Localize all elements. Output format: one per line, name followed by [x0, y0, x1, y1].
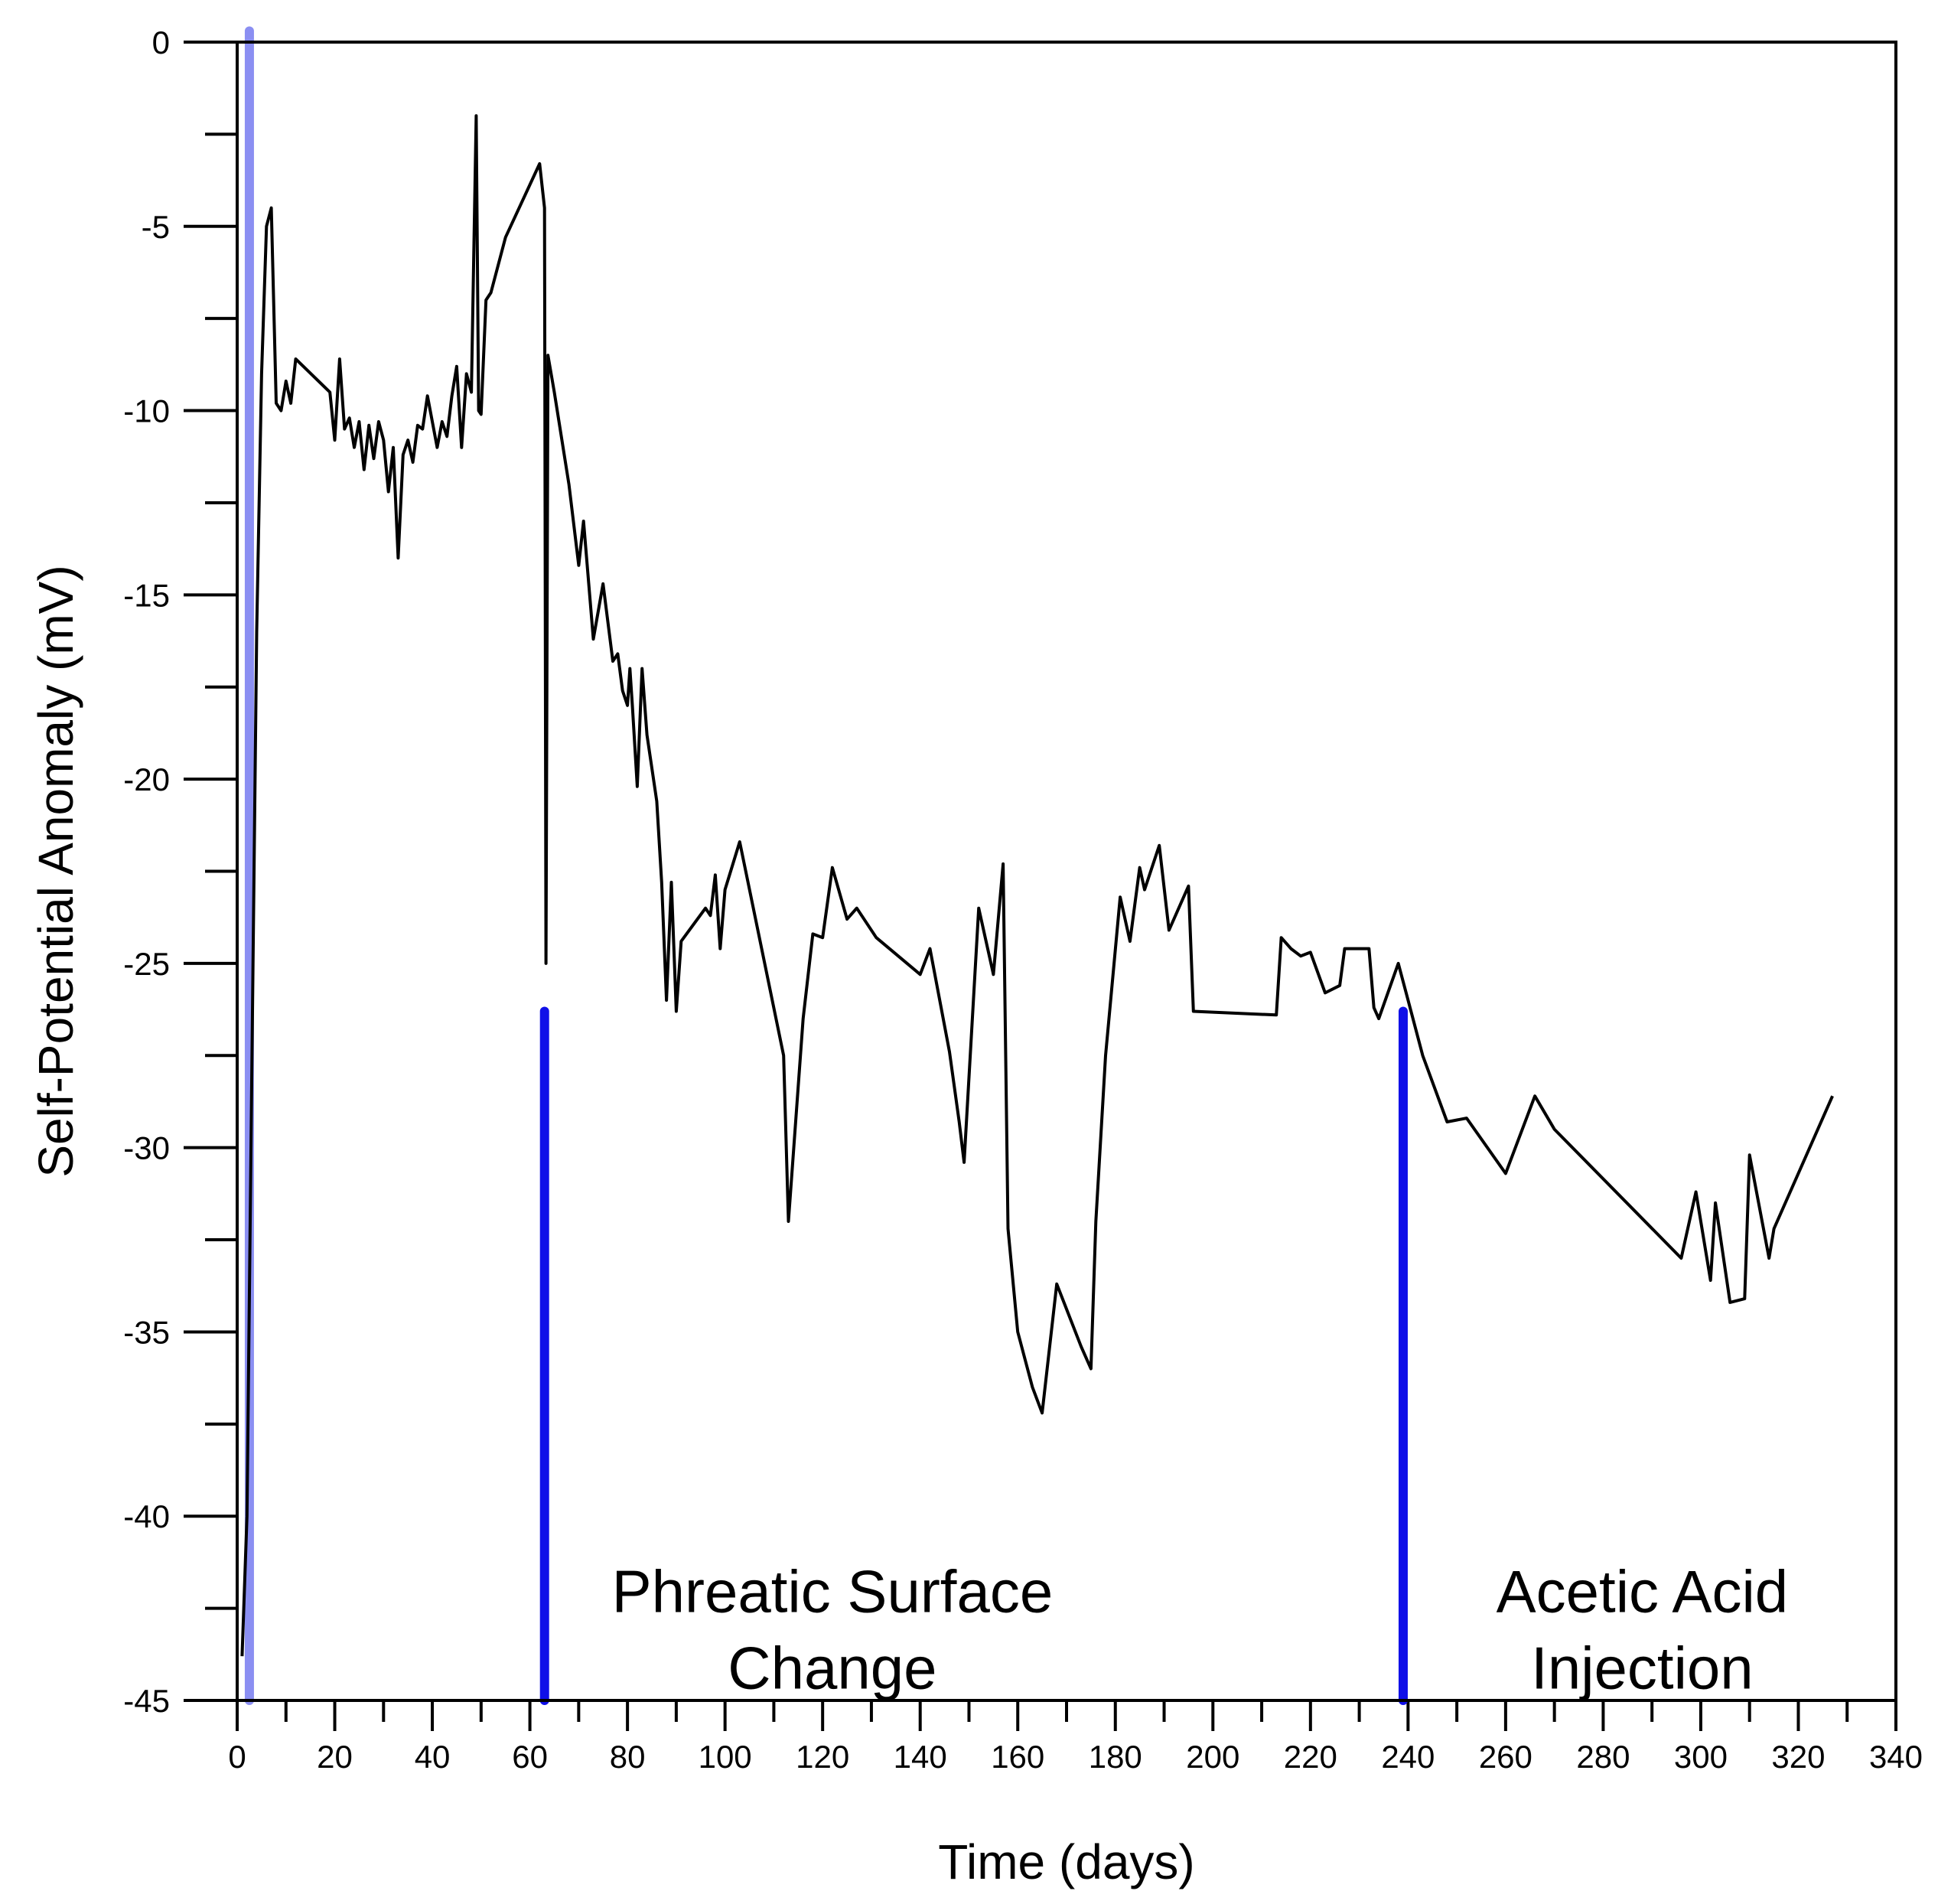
y-tick-label: -20 [123, 761, 170, 797]
x-tick-label: 200 [1186, 1739, 1239, 1775]
x-tick-label: 340 [1869, 1739, 1923, 1775]
y-tick-label: -45 [123, 1683, 170, 1719]
x-tick-label: 40 [415, 1739, 451, 1775]
annotation-line: Phreatic Surface [612, 1557, 1054, 1625]
annotation-label: Acetic Acid Injection [1497, 1557, 1789, 1701]
x-axis-title: Time (days) [938, 1834, 1194, 1889]
x-tick-label: 80 [610, 1739, 646, 1775]
annotation-line: Change [728, 1634, 936, 1701]
y-tick-label: -30 [123, 1130, 170, 1166]
y-tick-label: -15 [123, 577, 170, 613]
y-tick-label: -35 [123, 1314, 170, 1350]
x-tick-label: 160 [991, 1739, 1044, 1775]
x-tick-label: 0 [228, 1739, 246, 1775]
x-axis-ticks: 0 20 40 60 80 100 120 140 160 180 200 220 240 260 280 3… [228, 1700, 1923, 1775]
plot-frame [236, 41, 1897, 1702]
x-tick-label: 100 [699, 1739, 752, 1775]
annotation-label: Phreatic Surface Change [612, 1557, 1054, 1701]
annotation-line: Acetic Acid [1497, 1557, 1789, 1625]
x-tick-label: 280 [1576, 1739, 1630, 1775]
annotation-line: Injection [1531, 1634, 1754, 1701]
y-tick-label: 0 [152, 24, 170, 60]
x-tick-label: 180 [1089, 1739, 1142, 1775]
x-tick-label: 240 [1381, 1739, 1435, 1775]
y-tick-label: -10 [123, 393, 170, 429]
y-tick-label: -25 [123, 946, 170, 982]
annotations: Phreatic Surface Change Acetic Acid Injecti… [612, 1557, 1789, 1701]
y-axis-title: Self-Potential Anomaly (mV) [28, 565, 83, 1177]
y-axis-ticks: 0 -5 -10 -15 -20 -25 -30 -35 -40 -45 [123, 24, 237, 1719]
x-tick-label: 60 [512, 1739, 548, 1775]
x-tick-label: 120 [796, 1739, 849, 1775]
x-tick-label: 320 [1771, 1739, 1825, 1775]
x-tick-label: 260 [1479, 1739, 1532, 1775]
y-tick-label: -40 [123, 1498, 170, 1534]
x-tick-label: 20 [317, 1739, 353, 1775]
y-tick-label: -5 [142, 209, 170, 245]
x-tick-label: 140 [894, 1739, 947, 1775]
x-tick-label: 300 [1674, 1739, 1728, 1775]
x-tick-label: 220 [1284, 1739, 1337, 1775]
self-potential-series-line [240, 114, 1834, 1657]
event-markers [244, 26, 1408, 1705]
